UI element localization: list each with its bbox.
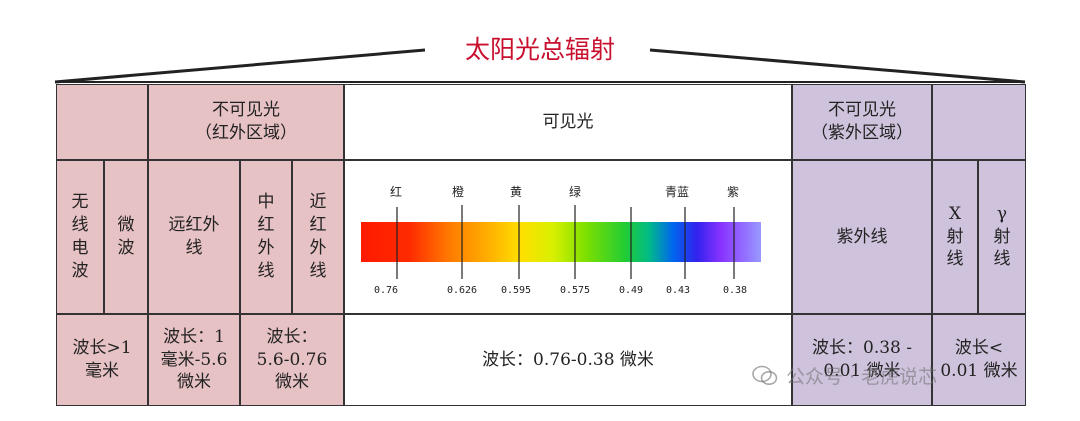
wavelength-visible: 波长：0.76-0.38 微米: [344, 314, 792, 406]
wavelength-ultraviolet: 波长：0.38 -0.01 微米: [792, 314, 932, 406]
band-microwave: 微波: [104, 160, 148, 314]
wechat-icon: [752, 365, 778, 385]
spectrum-color-label: 绿: [568, 185, 582, 199]
wavelength-tick-value: 0.38: [722, 285, 748, 296]
wavelength-far-infrared: 波长：1 毫米-5.6 微米: [148, 314, 240, 406]
wavelength-tick-value: 0.76: [373, 285, 399, 296]
spectrum-color-label: 紫: [726, 185, 740, 199]
wavelength-tick-value: 0.43: [665, 285, 691, 296]
wavelength-radio-microwave: 波长>1 毫米: [56, 314, 148, 406]
band-radio: 无线电波: [56, 160, 104, 314]
wavelength-tick-value: 0.595: [500, 285, 532, 296]
spectrum-color-label: 红: [389, 185, 403, 199]
header-empty-left: [56, 84, 148, 160]
spectrum-color-label: 青蓝: [664, 185, 690, 199]
watermark: 公众号 · 老虎说芯: [752, 362, 937, 389]
header-visible: 可见光: [344, 84, 792, 160]
wavelength-mid-near-infrared: 波长： 5.6-0.76 微米: [240, 314, 344, 406]
header-empty-right: [932, 84, 1026, 160]
wavelength-tick-value: 0.575: [559, 285, 591, 296]
wavelength-xray-gamma: 波长< 0.01 微米: [932, 314, 1026, 406]
diagram-title: 太阳光总辐射: [464, 35, 615, 64]
header-infrared: 不可见光 （红外区域）: [148, 84, 344, 160]
spectrum-color-label: 黄: [509, 185, 523, 199]
wavelength-tick-value: 0.626: [446, 285, 478, 296]
band-far-infrared: 远红外线: [148, 160, 240, 314]
header-ultraviolet: 不可见光 （紫外区域）: [792, 84, 932, 160]
wavelength-tick-value: 0.49: [618, 285, 644, 296]
band-ultraviolet: 紫外线: [792, 160, 932, 314]
band-near-infrared: 近红外线: [292, 160, 344, 314]
spectrum-color-label: 橙: [451, 185, 465, 199]
band-mid-infrared: 中红外线: [240, 160, 292, 314]
spectrum-graphic: [361, 205, 761, 279]
spectrum-bar: [361, 222, 761, 262]
